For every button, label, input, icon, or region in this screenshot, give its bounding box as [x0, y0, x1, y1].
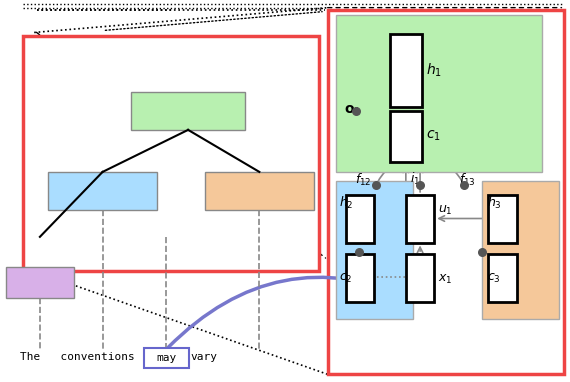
FancyBboxPatch shape	[346, 195, 374, 243]
FancyBboxPatch shape	[205, 172, 314, 210]
FancyBboxPatch shape	[328, 10, 564, 374]
FancyBboxPatch shape	[131, 92, 245, 130]
Text: The   conventions: The conventions	[20, 352, 135, 362]
FancyBboxPatch shape	[6, 267, 74, 298]
Point	[459, 182, 469, 188]
Point	[416, 182, 425, 188]
FancyBboxPatch shape	[482, 181, 559, 319]
FancyBboxPatch shape	[406, 195, 434, 243]
Text: $h_3$: $h_3$	[487, 194, 502, 210]
FancyBboxPatch shape	[406, 254, 434, 302]
Text: $u_1$: $u_1$	[438, 204, 453, 217]
Text: $f_{12}$: $f_{12}$	[355, 172, 371, 188]
Point	[372, 182, 381, 188]
FancyBboxPatch shape	[488, 254, 517, 302]
Text: $\mathbf{o}_1$: $\mathbf{o}_1$	[344, 104, 361, 118]
FancyBboxPatch shape	[346, 254, 374, 302]
Text: $c_2$: $c_2$	[339, 272, 353, 285]
Text: $c_1$: $c_1$	[426, 128, 441, 143]
Point	[351, 108, 360, 114]
FancyBboxPatch shape	[390, 34, 422, 107]
FancyBboxPatch shape	[48, 172, 157, 210]
FancyBboxPatch shape	[23, 36, 319, 271]
FancyBboxPatch shape	[336, 181, 413, 319]
Text: $h_2$: $h_2$	[339, 194, 353, 210]
Point	[354, 249, 363, 255]
Text: $c_3$: $c_3$	[487, 272, 501, 285]
FancyBboxPatch shape	[488, 195, 517, 243]
Text: $h_1$: $h_1$	[426, 62, 442, 79]
FancyBboxPatch shape	[390, 111, 422, 162]
Point	[477, 249, 486, 255]
Text: vary: vary	[191, 352, 218, 362]
Text: $x_1$: $x_1$	[438, 273, 452, 286]
Text: $f_{13}$: $f_{13}$	[459, 172, 476, 188]
FancyBboxPatch shape	[144, 348, 189, 368]
FancyBboxPatch shape	[336, 15, 542, 172]
Text: $i_1$: $i_1$	[410, 171, 421, 187]
Text: may: may	[156, 353, 177, 363]
